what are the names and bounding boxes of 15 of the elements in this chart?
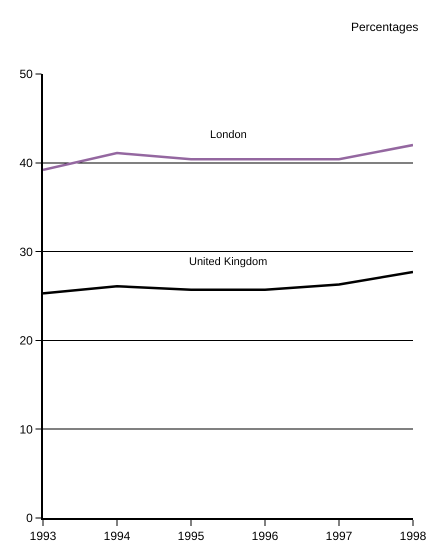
series-label: London xyxy=(210,129,247,141)
series-label: United Kingdom xyxy=(189,256,268,268)
y-axis-title: Percentages xyxy=(351,20,418,34)
y-tick-label: 0 xyxy=(26,511,34,526)
y-tick-label: 30 xyxy=(19,244,34,259)
x-tick-label: 1995 xyxy=(178,529,205,544)
y-tick-label: 50 xyxy=(19,67,34,82)
y-tick-label: 20 xyxy=(19,334,34,348)
x-tick-label: 1996 xyxy=(252,529,279,544)
y-tick-label: 10 xyxy=(19,422,34,436)
x-tick-label: 1994 xyxy=(104,529,131,544)
y-tick-label: 40 xyxy=(19,156,34,170)
x-tick-label: 1998 xyxy=(400,529,427,544)
x-tick-label: 1997 xyxy=(326,529,353,544)
x-tick-label: 1993 xyxy=(30,529,57,544)
